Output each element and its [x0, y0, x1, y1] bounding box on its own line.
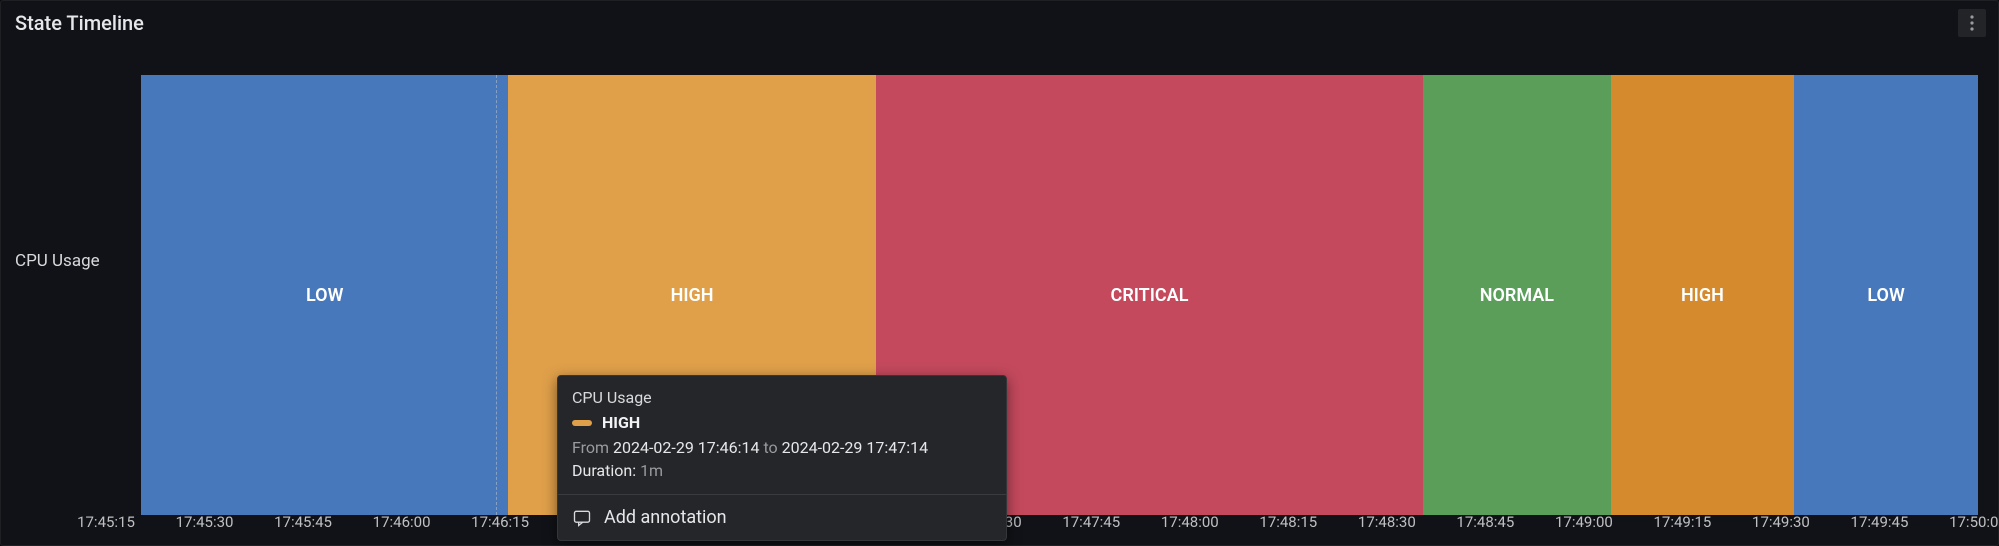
comment-icon [572, 508, 592, 528]
x-axis-tick: 17:45:15 [77, 513, 135, 531]
x-axis: 17:45:1517:45:3017:45:4517:46:0017:46:15… [106, 513, 1978, 539]
add-annotation-label: Add annotation [604, 507, 727, 528]
tooltip-from-value: 2024-02-29 17:46:14 [613, 438, 759, 457]
x-axis-tick: 17:48:30 [1358, 513, 1416, 531]
x-axis-tick: 17:46:15 [471, 513, 529, 531]
x-axis-tick: 17:50:00 [1949, 513, 1999, 531]
x-axis-tick: 17:49:15 [1653, 513, 1711, 531]
add-annotation-button[interactable]: Add annotation [558, 494, 1006, 540]
tooltip-to-word: to [763, 438, 777, 457]
ellipsis-vertical-icon [1970, 15, 1974, 31]
tooltip-state-label: HIGH [602, 413, 640, 432]
tooltip-to-value: 2024-02-29 17:47:14 [782, 438, 928, 457]
tooltip-series-title: CPU Usage [572, 388, 992, 407]
tooltip-duration-line: Duration: 1m [572, 461, 992, 480]
tooltip: CPU Usage HIGH From 2024-02-29 17:46:14 … [557, 375, 1007, 541]
panel-header: State Timeline [1, 1, 1998, 41]
tooltip-body: CPU Usage HIGH From 2024-02-29 17:46:14 … [558, 376, 1006, 494]
tooltip-state-row: HIGH [572, 413, 992, 432]
x-axis-tick: 17:49:30 [1752, 513, 1810, 531]
x-axis-tick: 17:48:15 [1259, 513, 1317, 531]
timeline-segments: LOWHIGHCRITICALNORMALHIGHLOW [141, 75, 1978, 515]
tooltip-color-swatch [572, 420, 592, 426]
state-timeline-panel: State Timeline CPU Usage LOWHIGHCRITICAL… [0, 0, 1999, 546]
series-label: CPU Usage [15, 41, 135, 481]
panel-body: CPU Usage LOWHIGHCRITICALNORMALHIGHLOW 1… [1, 41, 1998, 545]
tooltip-from-prefix: From [572, 438, 609, 457]
x-axis-tick: 17:47:45 [1062, 513, 1120, 531]
tooltip-range-line: From 2024-02-29 17:46:14 to 2024-02-29 1… [572, 438, 992, 457]
tooltip-duration-value: 1m [640, 461, 663, 480]
timeline-segment[interactable]: LOW [1794, 75, 1978, 515]
timeline-segment[interactable]: HIGH [1611, 75, 1795, 515]
x-axis-tick: 17:45:45 [274, 513, 332, 531]
x-axis-tick: 17:49:00 [1555, 513, 1613, 531]
x-axis-tick: 17:48:45 [1456, 513, 1514, 531]
timeline-segment[interactable]: NORMAL [1423, 75, 1610, 515]
x-axis-tick: 17:48:00 [1161, 513, 1219, 531]
tooltip-duration-label: Duration: [572, 461, 636, 480]
x-axis-tick: 17:49:45 [1851, 513, 1909, 531]
x-axis-tick: 17:46:00 [373, 513, 431, 531]
timeline-segment[interactable]: LOW [141, 75, 508, 515]
panel-title: State Timeline [15, 11, 144, 35]
x-axis-tick: 17:45:30 [176, 513, 234, 531]
panel-menu-button[interactable] [1958, 9, 1986, 37]
timeline-area[interactable]: LOWHIGHCRITICALNORMALHIGHLOW [141, 75, 1978, 515]
